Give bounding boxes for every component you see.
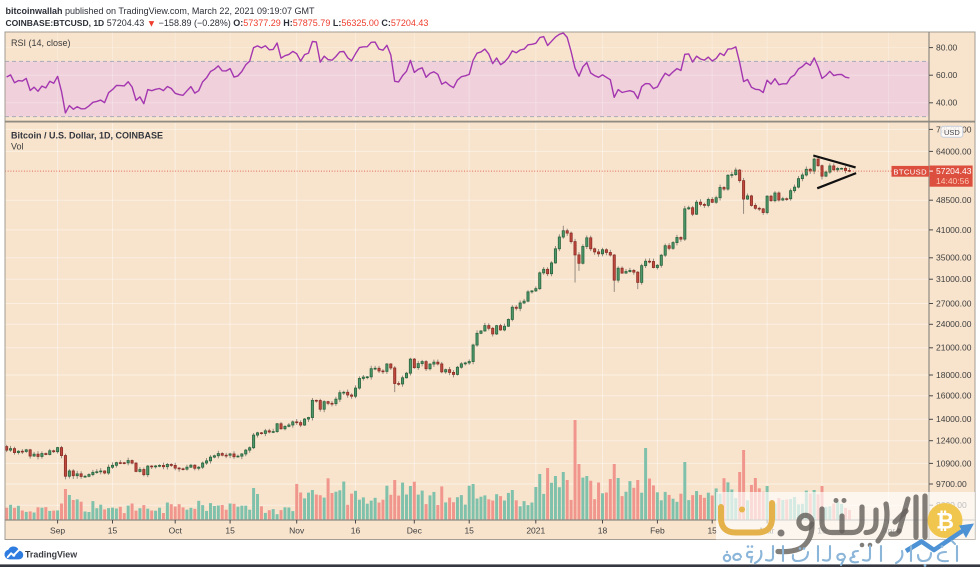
svg-text:18: 18: [598, 526, 608, 536]
svg-text:₿: ₿: [936, 509, 954, 534]
svg-text:Feb: Feb: [650, 526, 665, 536]
svg-text:60.00: 60.00: [936, 70, 958, 80]
svg-text:9700.00: 9700.00: [936, 479, 967, 489]
svg-text:10900.00: 10900.00: [936, 458, 972, 468]
svg-text:18000.00: 18000.00: [936, 370, 972, 380]
svg-text:24000.00: 24000.00: [936, 319, 972, 329]
svg-text:Vol: Vol: [11, 142, 24, 152]
svg-text:14000.00: 14000.00: [936, 414, 972, 424]
svg-text:35000.00: 35000.00: [936, 253, 972, 263]
svg-text:15: 15: [464, 526, 474, 536]
svg-text:40.00: 40.00: [936, 98, 958, 108]
svg-text:48500.00: 48500.00: [936, 195, 972, 205]
svg-text:31000.00: 31000.00: [936, 274, 972, 284]
svg-text:Bitcoin / U.S. Dollar, 1D, COI: Bitcoin / U.S. Dollar, 1D, COINBASE: [11, 131, 163, 141]
svg-text:15: 15: [225, 526, 235, 536]
svg-text:16: 16: [351, 526, 361, 536]
svg-text:bitcoinwallah published on Tra: bitcoinwallah published on TradingView.c…: [6, 6, 316, 16]
svg-text:57204.43: 57204.43: [936, 166, 972, 176]
svg-text:64000.00: 64000.00: [936, 146, 972, 156]
svg-text:Dec: Dec: [407, 526, 423, 536]
svg-text:80.00: 80.00: [936, 43, 958, 53]
svg-text:12400.00: 12400.00: [936, 436, 972, 446]
svg-text:RSI (14, close): RSI (14, close): [11, 38, 71, 48]
svg-text:Sep: Sep: [50, 526, 65, 536]
svg-text:21000.00: 21000.00: [936, 343, 972, 353]
svg-text:USD: USD: [944, 128, 960, 137]
svg-text:41000.00: 41000.00: [936, 225, 972, 235]
svg-text:Oct: Oct: [169, 526, 183, 536]
svg-text:2021: 2021: [526, 526, 545, 536]
svg-text:COINBASE:BTCUSD, 1D 57204.43 ▼: COINBASE:BTCUSD, 1D 57204.43 ▼ −158.89 (…: [6, 18, 429, 30]
svg-text:14:40:56: 14:40:56: [936, 176, 969, 186]
svg-text:15: 15: [108, 526, 118, 536]
svg-text:27000.00: 27000.00: [936, 298, 972, 308]
svg-text:BTCUSD: BTCUSD: [893, 167, 927, 176]
svg-text:TradingView: TradingView: [25, 549, 77, 559]
svg-text:16000.00: 16000.00: [936, 391, 972, 401]
svg-text:Nov: Nov: [289, 526, 305, 536]
svg-text:15: 15: [707, 526, 717, 536]
